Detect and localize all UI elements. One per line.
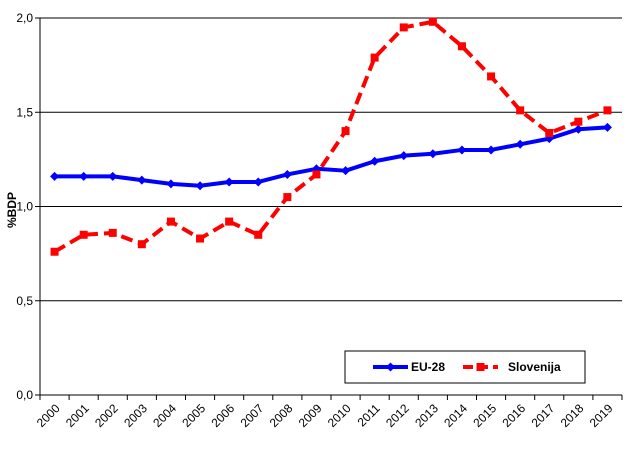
data-point	[166, 217, 175, 226]
data-point	[370, 53, 379, 62]
data-point	[166, 179, 176, 189]
x-tick-label: 2011	[355, 401, 383, 429]
data-point	[341, 127, 350, 136]
data-point	[457, 145, 467, 155]
x-tick-label: 2014	[441, 401, 470, 430]
data-point	[603, 106, 612, 115]
data-point	[137, 240, 146, 249]
data-point	[428, 17, 437, 26]
legend-label: EU-28	[411, 360, 445, 374]
series-line-0	[54, 125, 608, 188]
axes	[39, 18, 623, 400]
data-point	[457, 42, 466, 51]
data-point	[79, 230, 88, 239]
legend-marker	[386, 362, 395, 372]
data-point	[574, 117, 583, 126]
x-tick-label: 2012	[383, 401, 412, 430]
data-point	[399, 151, 409, 161]
data-point	[486, 145, 496, 155]
x-tick-label: 2004	[150, 401, 179, 430]
data-point	[602, 122, 612, 132]
data-point	[224, 177, 234, 187]
y-axis-label: %BDP	[5, 192, 19, 228]
x-tick-label: 2003	[121, 401, 150, 430]
x-tick-label: 2000	[34, 401, 63, 430]
y-tick-labels: 0,0 0,5 1,0 1,5 2,0	[16, 11, 33, 402]
data-point	[254, 230, 263, 239]
series-line-1	[53, 19, 609, 254]
x-tick-label: 2016	[499, 401, 528, 430]
data-point	[370, 156, 380, 166]
data-point	[573, 124, 583, 134]
data-point	[79, 171, 89, 181]
data-point	[428, 149, 438, 159]
data-point	[195, 181, 205, 191]
x-tick-label: 2002	[92, 401, 121, 430]
x-tick-label: 2001	[63, 401, 92, 430]
gridlines	[35, 17, 622, 396]
data-point	[50, 171, 60, 181]
x-tick-label: 2005	[179, 401, 208, 430]
data-point	[50, 247, 59, 256]
legend: EU-28 Slovenija	[344, 350, 586, 384]
data-point	[283, 193, 292, 202]
data-point	[515, 139, 525, 149]
series-group	[50, 17, 612, 256]
x-tick-label: 2010	[325, 401, 354, 430]
x-tick-label: 2013	[412, 401, 441, 430]
x-tick-label: 2007	[238, 401, 267, 430]
x-tick-label: 2018	[558, 401, 587, 430]
x-tick-label: 2015	[470, 401, 499, 430]
data-point	[545, 128, 554, 137]
data-point	[341, 166, 351, 176]
legend-marker	[476, 363, 485, 371]
y-tick-label: 0,5	[16, 294, 33, 308]
legend-label: Slovenija	[508, 360, 561, 374]
x-tick-label: 2008	[267, 401, 296, 430]
data-point	[399, 23, 408, 32]
data-point	[253, 177, 263, 187]
data-point	[108, 171, 118, 181]
x-tick-label: 2019	[587, 401, 616, 430]
data-point	[137, 175, 147, 185]
y-tick-label: 1,0	[16, 200, 33, 214]
data-point	[312, 170, 321, 179]
data-point	[225, 217, 234, 226]
data-point	[196, 234, 205, 243]
data-point	[282, 169, 292, 179]
x-tick-label: 2009	[296, 401, 325, 430]
x-tick-label: 2006	[208, 401, 237, 430]
x-tick-labels: 2000 2001 2002 2003 2004 2005 2006 2007 2008 2009…	[34, 401, 616, 430]
data-point	[487, 72, 496, 81]
y-tick-label: 1,5	[16, 105, 33, 119]
y-tick-label: 0,0	[16, 388, 33, 402]
data-point	[516, 106, 525, 115]
y-tick-label: 2,0	[16, 11, 33, 25]
x-tick-label: 2017	[529, 401, 558, 430]
data-point	[108, 228, 117, 237]
